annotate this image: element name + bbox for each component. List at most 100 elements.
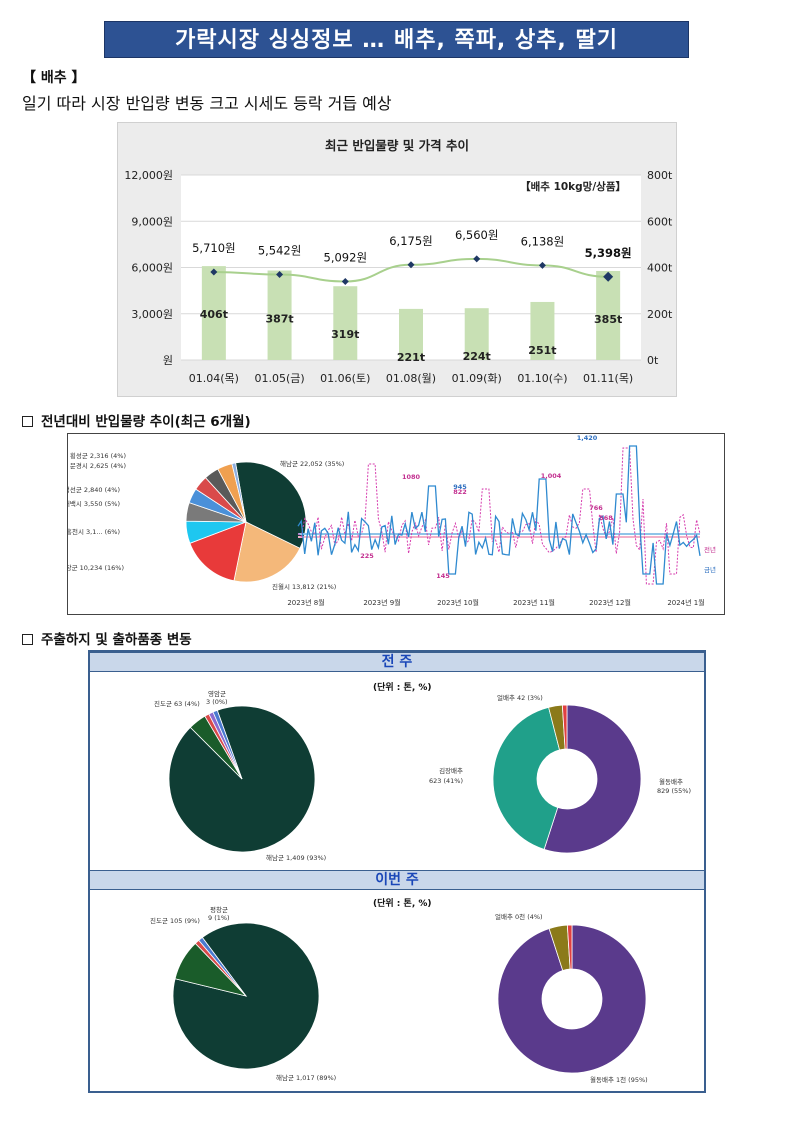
y-left-tick: 원 [163, 354, 173, 367]
line-annotation: 225 [360, 552, 374, 560]
x-tick-label: 01.09(화) [452, 372, 502, 385]
prev-variety-slice [492, 706, 561, 850]
slice-label: 월동배추 [659, 777, 683, 786]
x-tick-label: 01.06(토) [320, 372, 370, 385]
volume-bar [399, 308, 423, 360]
prev-week-header: 전 주 [90, 652, 704, 672]
chart-title: 최근 반입물량 및 가격 추이 [325, 138, 469, 153]
slice-label: 얼배추 0천 (4%) [495, 912, 543, 921]
square-bullet-icon [22, 416, 33, 427]
section-label: 【 배추 】 [22, 70, 86, 86]
curr-region-slice [198, 936, 247, 997]
volume-bar [464, 308, 489, 360]
slice-label: 진도군 63 (4%) [154, 699, 200, 708]
volume-label: 387t [265, 313, 293, 326]
slice-label: 정선군 2,840 (4%) [68, 485, 120, 494]
price-marker [341, 277, 349, 285]
y-left-tick: 3,000원 [131, 308, 173, 321]
slice-label: 횡성군 2,316 (4%) [70, 451, 126, 460]
slice-label: 829 (55%) [657, 787, 691, 795]
y-left-tick: 9,000원 [131, 215, 173, 228]
price-label: 6,560원 [455, 228, 499, 242]
y-left-tick: 6,000원 [131, 262, 173, 275]
line-annotation: 766 [589, 504, 603, 512]
price-label: 5,092원 [324, 250, 368, 264]
subsection-yoy-title: 전년대비 반입물량 추이(최근 6개월) [41, 414, 251, 430]
square-bullet-icon [22, 634, 33, 645]
slice-label: 해남군 1,017 (89%) [276, 1073, 336, 1082]
price-marker [407, 261, 415, 269]
volume-price-chart-svg: 최근 반입물량 및 가격 추이 【배추 10kg망/상품】 12,000원 800t 9… [124, 138, 673, 385]
volume-label: 221t [397, 351, 425, 364]
line-annotation: 1,420 [577, 434, 598, 442]
chart-unit-annotation: 【배추 10kg망/상품】 [520, 180, 626, 193]
prev-region-slice [212, 709, 243, 780]
x-tick-label: 01.08(월) [386, 372, 436, 385]
volume-label: 319t [331, 328, 359, 341]
price-label: 6,175원 [389, 234, 433, 248]
price-marker [276, 271, 284, 279]
slice-label: 진도군 105 (9%) [150, 916, 200, 925]
slice-label: 태백시 3,550 (5%) [68, 499, 120, 508]
price-marker [603, 271, 614, 282]
y-right-tick: 800t [647, 169, 673, 182]
line-annotation: 145 [436, 572, 450, 580]
prev-variety-slice [561, 704, 568, 750]
y-left-tick: 12,000원 [124, 169, 173, 182]
slice-label: 623 (41%) [429, 777, 463, 785]
slice-label: 진월시 13,812 (21%) [272, 582, 336, 591]
slice-label: 해남군 1,409 (93%) [266, 853, 326, 862]
slice-label: 얼배추 42 (3%) [497, 693, 543, 702]
curr-year-line [297, 445, 701, 585]
price-label: 5,542원 [258, 244, 302, 258]
slice-label: 영암군 [208, 689, 226, 698]
section-description: 일기 따라 시장 반입량 변동 크고 시세도 등락 거듭 예상 [22, 94, 392, 113]
volume-label: 224t [463, 350, 491, 363]
volume-bar [201, 266, 226, 360]
slice-label: 해남군 22,052 (35%) [280, 459, 344, 468]
line-annotation: 1,004 [541, 472, 562, 480]
x-tick-label: 2023년 8월 [287, 598, 324, 607]
subsection-origin-title: 주출하지 및 출하품종 변동 [41, 632, 192, 648]
region-slice [235, 461, 307, 549]
prev-week-unit: (단위 : 톤, %) [373, 683, 432, 693]
y-right-tick: 200t [647, 308, 673, 321]
legend-prev: 전년 [704, 545, 716, 554]
origin-variety-panel: 전 주 (단위 : 톤, %) 이번 주 (단위 : 톤, %) 해남군 1,4… [88, 650, 706, 1093]
slice-label: 김장배추 [439, 766, 463, 775]
x-tick-label: 01.10(수) [517, 372, 567, 385]
legend-curr: 금년 [704, 565, 716, 574]
x-tick-label: 01.11(목) [583, 372, 633, 385]
x-tick-label: 2023년 9월 [363, 598, 400, 607]
line-annotation: 822 [453, 488, 467, 496]
volume-label: 251t [528, 344, 556, 357]
line-annotation: 568 [599, 514, 613, 522]
price-marker [538, 261, 546, 269]
curr-week-unit: (단위 : 톤, %) [373, 899, 432, 909]
yoy-volume-svg: 해남군 22,052 (35%) 진월시 13,812 (21%) 평창군 10,2… [60, 434, 716, 607]
x-tick-label: 2023년 11월 [513, 598, 555, 607]
y-right-tick: 400t [647, 262, 673, 275]
y-right-tick: 600t [647, 215, 673, 228]
slice-label: 3 (0%) [206, 698, 228, 706]
region-slice [231, 462, 247, 523]
curr-variety-slice [566, 924, 573, 970]
volume-label: 385t [594, 313, 622, 326]
yoy-volume-panel: 해남군 22,052 (35%) 진월시 13,812 (21%) 평창군 10,2… [60, 433, 725, 615]
volume-bar [333, 286, 358, 360]
volume-price-chart: 최근 반입물량 및 가격 추이 【배추 10kg망/상품】 12,000원 800t 9… [117, 122, 677, 397]
slice-label: 월동배추 1천 (95%) [590, 1075, 648, 1084]
slice-label: 9 (1%) [208, 914, 230, 922]
price-marker [473, 255, 481, 263]
x-tick-label: 01.04(목) [189, 372, 239, 385]
volume-bar [267, 270, 292, 360]
slice-label: 평창군 10,234 (16%) [68, 563, 124, 572]
volume-bar [530, 301, 555, 360]
region-slice [233, 521, 301, 583]
region-slice [189, 521, 247, 582]
x-tick-label: 01.05(금) [254, 372, 304, 385]
price-marker [210, 268, 218, 276]
x-tick-label: 2024년 1월 [667, 598, 704, 607]
volume-label: 406t [200, 308, 228, 321]
